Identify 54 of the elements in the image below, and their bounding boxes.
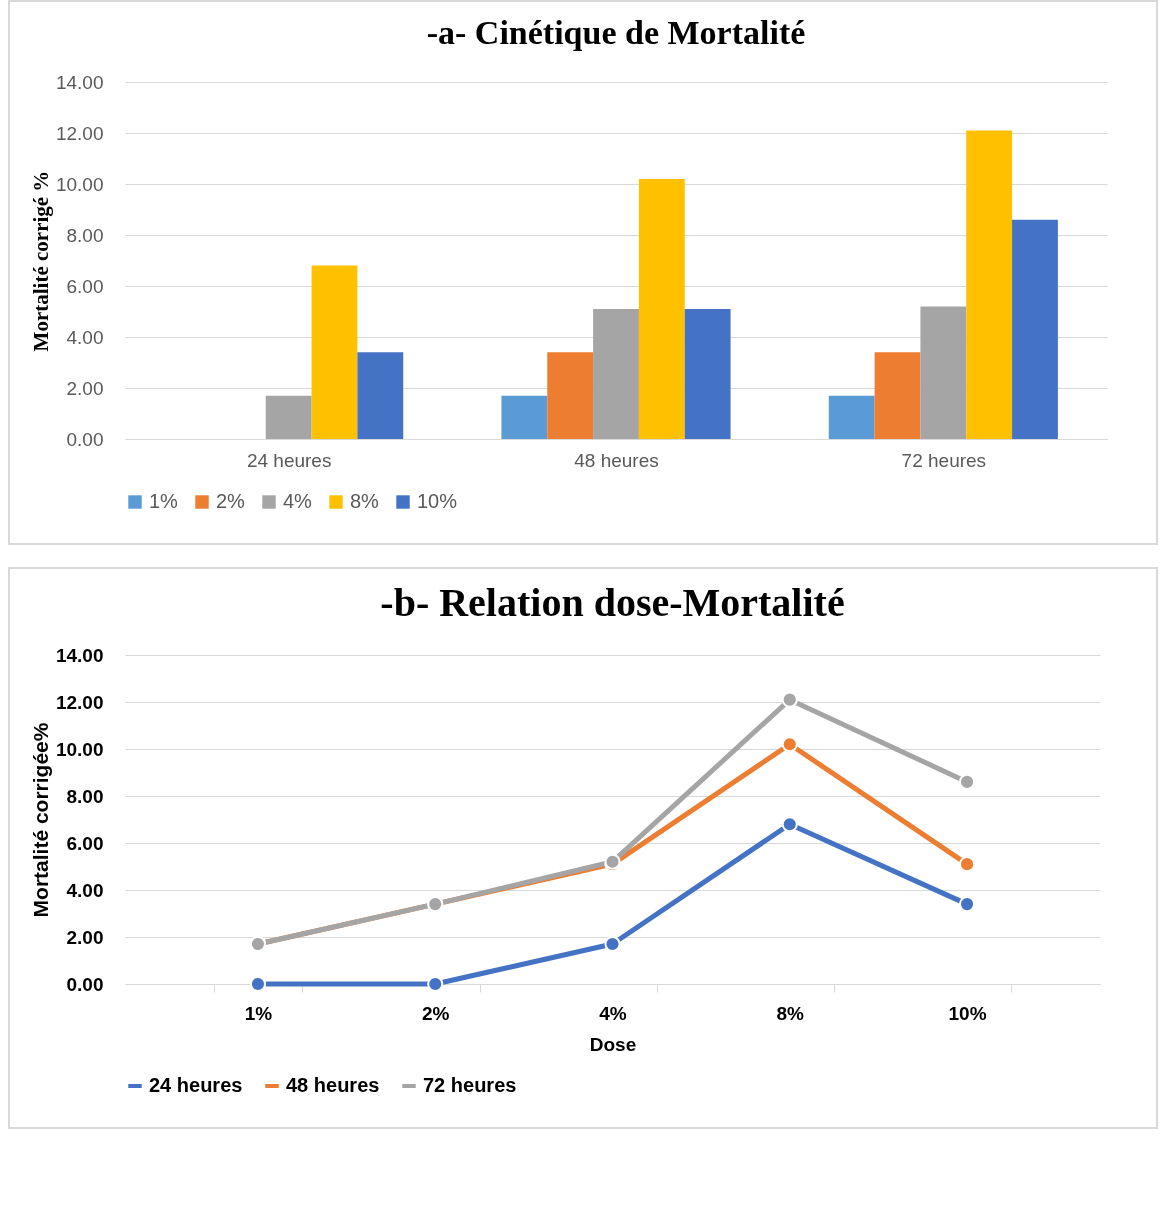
y-axis-title: Mortalité corrigé % xyxy=(28,170,53,352)
point xyxy=(781,691,798,708)
y-tick-label: 8.00 xyxy=(66,224,104,246)
y-tick-label: 2.00 xyxy=(66,377,104,399)
bar xyxy=(357,352,404,439)
point xyxy=(781,816,798,833)
legend-label: 48 heures xyxy=(286,1074,380,1096)
bar xyxy=(828,395,875,439)
chart-title: -b- Relation dose-Mortalité xyxy=(380,580,845,625)
legend-label: 2% xyxy=(216,490,246,512)
bar xyxy=(684,308,731,439)
legend-label: 4% xyxy=(283,490,313,512)
y-tick-label: 0.00 xyxy=(66,973,104,995)
x-tick-label: 10% xyxy=(948,1002,987,1024)
bar xyxy=(501,395,548,439)
y-tick-label: 12.00 xyxy=(55,122,104,144)
legend-label: 1% xyxy=(149,490,179,512)
y-axis-title: Mortalité corrigée% xyxy=(28,722,52,918)
y-tick-label: 10.00 xyxy=(55,173,104,195)
y-tick-label: 4.00 xyxy=(66,326,104,348)
bar xyxy=(547,352,594,439)
y-tick-label: 8.00 xyxy=(66,785,104,807)
x-tick-label: 4% xyxy=(599,1002,627,1024)
x-tick-label: 2% xyxy=(421,1002,450,1024)
y-tick-label: 6.00 xyxy=(66,275,104,297)
bar xyxy=(593,308,639,439)
bar xyxy=(920,306,967,439)
y-tick-label: 12.00 xyxy=(55,691,104,713)
y-tick-label: 0.00 xyxy=(66,428,104,450)
bar xyxy=(1012,219,1058,439)
x-tick-label: 72 heures xyxy=(901,449,987,471)
legend-label: 72 heures xyxy=(423,1074,517,1096)
bar xyxy=(874,352,921,439)
legend-label: 10% xyxy=(417,490,458,512)
bar xyxy=(966,130,1013,439)
x-tick-label: 24 heures xyxy=(246,449,332,471)
x-axis-title: Dose xyxy=(589,1033,637,1055)
chart-title: -a- Cinétique de Mortalité xyxy=(426,14,806,51)
y-tick-label: 4.00 xyxy=(66,879,104,901)
x-tick-label: 48 heures xyxy=(574,449,659,471)
y-tick-label: 2.00 xyxy=(66,926,104,948)
bar xyxy=(265,395,312,439)
bar xyxy=(311,265,358,439)
y-tick-label: 14.00 xyxy=(55,644,104,666)
legend-label: 24 heures xyxy=(149,1074,243,1096)
x-tick-label: 8% xyxy=(776,1002,805,1024)
legend-label: 8% xyxy=(350,490,380,512)
y-tick-label: 10.00 xyxy=(55,738,104,760)
point xyxy=(781,736,798,753)
y-tick-label: 6.00 xyxy=(66,832,104,854)
y-tick-label: 14.00 xyxy=(55,71,104,93)
x-tick-label: 1% xyxy=(244,1002,273,1024)
point xyxy=(958,856,976,873)
bar xyxy=(638,178,685,439)
